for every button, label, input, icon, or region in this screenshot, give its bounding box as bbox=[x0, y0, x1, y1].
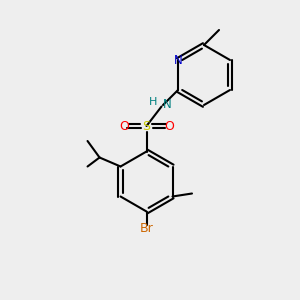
Text: S: S bbox=[142, 119, 151, 133]
Text: N: N bbox=[174, 53, 182, 67]
Text: Br: Br bbox=[140, 221, 153, 235]
Text: H: H bbox=[148, 97, 157, 107]
Text: N: N bbox=[163, 98, 172, 112]
Text: O: O bbox=[164, 119, 174, 133]
Text: O: O bbox=[119, 119, 129, 133]
